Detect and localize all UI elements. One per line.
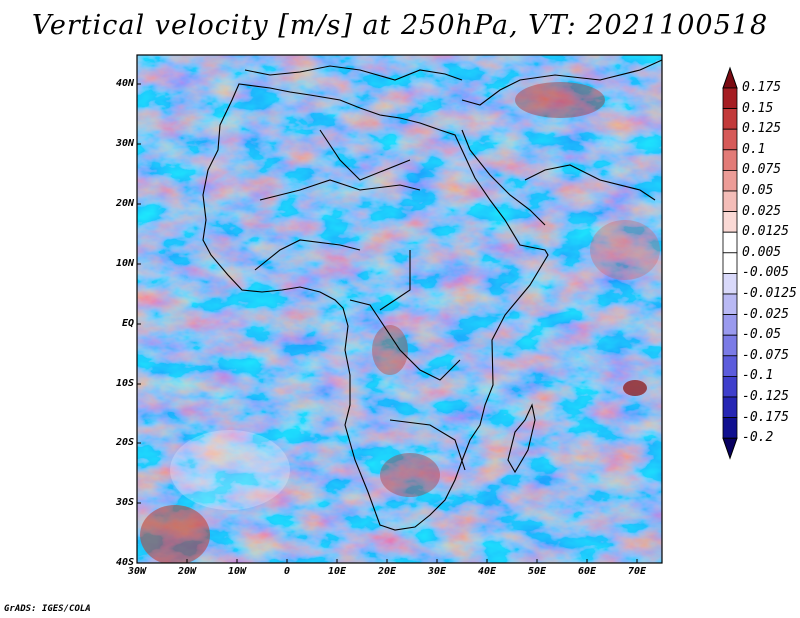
colorbar-segment bbox=[722, 252, 738, 274]
chart-title: Vertical velocity [m/s] at 250hPa, VT: 2… bbox=[31, 10, 769, 41]
colorbar-label: -0.005 bbox=[742, 265, 789, 281]
colorbar-label: -0.025 bbox=[742, 306, 789, 322]
colorbar-segment bbox=[722, 87, 738, 110]
colorbar-segment bbox=[722, 334, 738, 357]
colorbar-label: -0.125 bbox=[742, 389, 789, 404]
colorbar-label: 0.005 bbox=[742, 244, 782, 260]
coastlines bbox=[202, 59, 663, 531]
colorbar-bottom-arrow bbox=[722, 437, 738, 460]
colorbar-segment bbox=[722, 314, 738, 336]
plot-frame bbox=[136, 54, 663, 564]
lon-tick-label: 30W bbox=[127, 566, 147, 577]
axis-ticks bbox=[137, 83, 638, 564]
colorbar-segment bbox=[722, 149, 738, 171]
colorbar-label: 0.15 bbox=[742, 100, 774, 116]
lat-tick-label: 20N bbox=[115, 198, 134, 209]
colorbar-label: -0.05 bbox=[742, 327, 782, 343]
hotspot bbox=[623, 380, 647, 396]
lon-tick-label: 60E bbox=[577, 566, 597, 577]
colorbar-segment bbox=[722, 355, 738, 377]
colorbar-segment bbox=[722, 375, 738, 398]
colorbar-segment bbox=[722, 272, 738, 295]
lon-tick-label: 70E bbox=[627, 566, 647, 577]
colorbar-label: -0.175 bbox=[742, 409, 789, 425]
colorbar-label: 0.025 bbox=[742, 203, 782, 219]
lat-tick-label: 30N bbox=[115, 138, 134, 149]
hotspot bbox=[140, 505, 210, 563]
lon-tick-label: 10W bbox=[227, 566, 247, 577]
lon-tick-label: 40E bbox=[477, 566, 497, 577]
colorbar-label: 0.0125 bbox=[742, 224, 789, 240]
colorbar-segment bbox=[722, 190, 738, 213]
colorbar-segment bbox=[722, 396, 738, 419]
lon-tick-label: 0 bbox=[283, 566, 291, 577]
colorbar-segment bbox=[722, 293, 738, 316]
colorbar-label: -0.1 bbox=[742, 368, 774, 384]
lat-tick-label: 30S bbox=[115, 497, 134, 508]
colorbar-label: -0.0125 bbox=[742, 286, 797, 301]
colorbar-label: 0.075 bbox=[742, 162, 782, 178]
lon-tick-label: 30E bbox=[427, 566, 447, 577]
hotspot bbox=[515, 82, 605, 118]
colorbar-label: -0.2 bbox=[742, 430, 774, 446]
lat-tick-label: 10N bbox=[115, 258, 134, 269]
lat-tick-label: EQ bbox=[121, 318, 134, 329]
lat-tick-label: 40N bbox=[115, 78, 134, 89]
colorbar-label: 0.175 bbox=[742, 80, 782, 95]
colorbar-segment bbox=[722, 231, 738, 254]
lat-tick-label: 10S bbox=[115, 378, 134, 389]
colorbar-label: -0.075 bbox=[742, 347, 789, 363]
colorbar-top-arrow bbox=[722, 66, 738, 89]
colorbar-segment bbox=[722, 128, 738, 151]
footer-credit: GrADS: IGES/COLA bbox=[4, 604, 91, 614]
hotspot bbox=[372, 325, 408, 375]
lon-tick-label: 20W bbox=[177, 566, 197, 577]
colorbar-segment bbox=[722, 169, 738, 192]
colorbar-segment bbox=[722, 211, 738, 233]
colorbar-label: 0.1 bbox=[742, 141, 766, 157]
hotspot bbox=[380, 453, 440, 497]
lon-tick-label: 20E bbox=[377, 566, 397, 577]
lon-tick-label: 10E bbox=[327, 566, 347, 577]
lon-tick-label: 50E bbox=[527, 566, 547, 577]
colorbar-segment bbox=[722, 108, 738, 130]
lat-tick-label: 20S bbox=[115, 437, 134, 448]
hotspot bbox=[170, 430, 290, 510]
colorbar-label: 0.125 bbox=[742, 121, 782, 137]
velocity-field bbox=[137, 55, 662, 563]
lat-tick-label: 40S bbox=[115, 557, 134, 568]
hotspot bbox=[590, 220, 660, 280]
colorbar-segment bbox=[722, 417, 738, 439]
colorbar-label: 0.05 bbox=[742, 183, 774, 198]
